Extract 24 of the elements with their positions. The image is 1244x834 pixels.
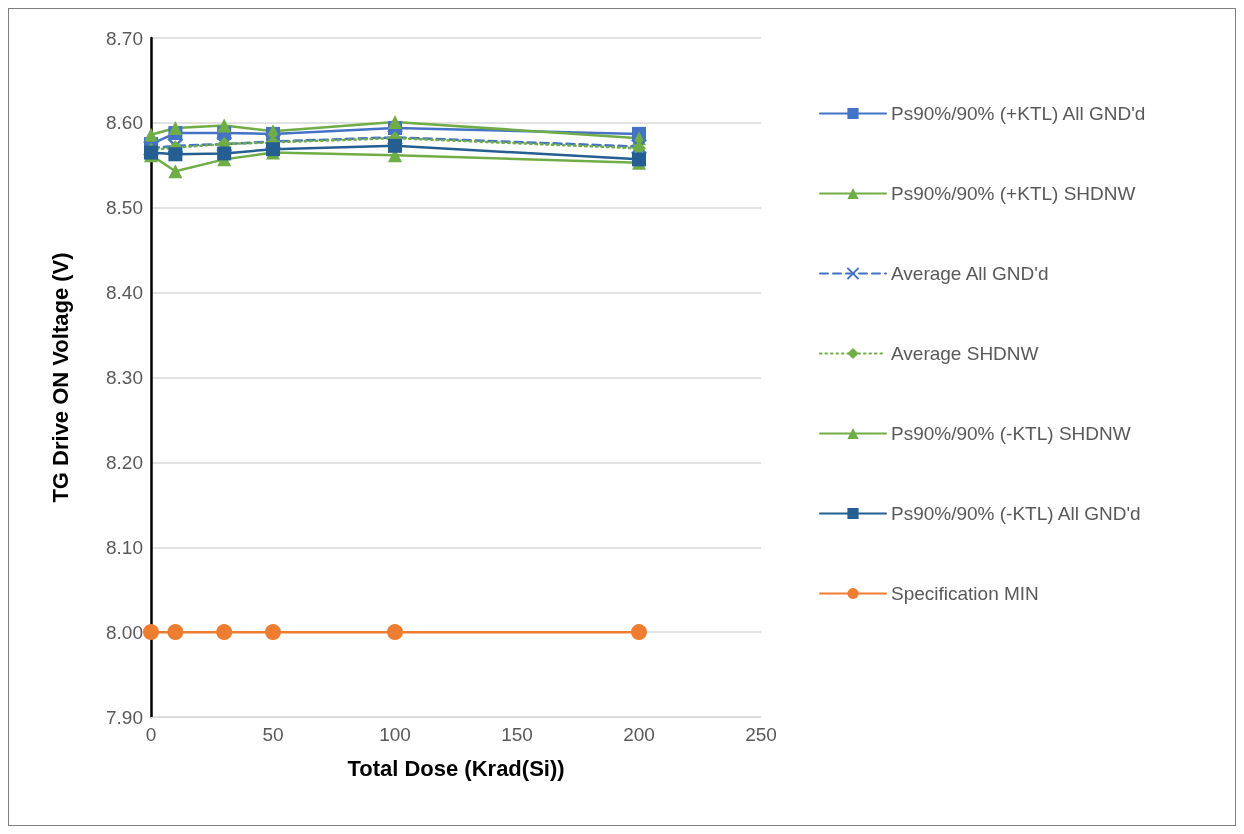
x-axis-title: Total Dose (Krad(Si)): [347, 755, 565, 781]
y-tick-label: 8.30: [106, 367, 143, 388]
legend-label: Ps90%/90% (-KTL) All GND'd: [891, 503, 1141, 524]
legend-label: Average All GND'd: [891, 263, 1049, 284]
y-tick-label: 8.70: [106, 27, 143, 49]
y-tick-label: 8.50: [106, 197, 143, 219]
legend-label: Ps90%/90% (-KTL) SHDNW: [891, 423, 1131, 444]
x-tick-label: 200: [623, 724, 655, 745]
y-tick-label: 7.90: [106, 706, 143, 728]
x-tick-label: 150: [501, 724, 533, 745]
y-tick-label: 8.10: [106, 536, 143, 558]
y-tick-label: 8.00: [106, 621, 143, 643]
legend-label: Specification MIN: [891, 583, 1039, 604]
y-tick-label: 8.60: [106, 112, 143, 134]
legend-label: Average SHDNW: [891, 343, 1039, 364]
legend-label: Ps90%/90% (+KTL) All GND'd: [891, 103, 1146, 124]
x-tick-label: 100: [379, 724, 411, 745]
y-tick-label: 8.20: [106, 451, 143, 473]
x-tick-label: 250: [745, 724, 777, 745]
legend-label: Ps90%/90% (+KTL) SHDNW: [891, 183, 1136, 204]
y-tick-label: 8.40: [106, 282, 143, 304]
x-tick-label: 50: [262, 724, 284, 745]
x-tick-label: 0: [145, 724, 157, 745]
y-axis-title: TG Drive ON Voltage (V): [47, 252, 73, 503]
